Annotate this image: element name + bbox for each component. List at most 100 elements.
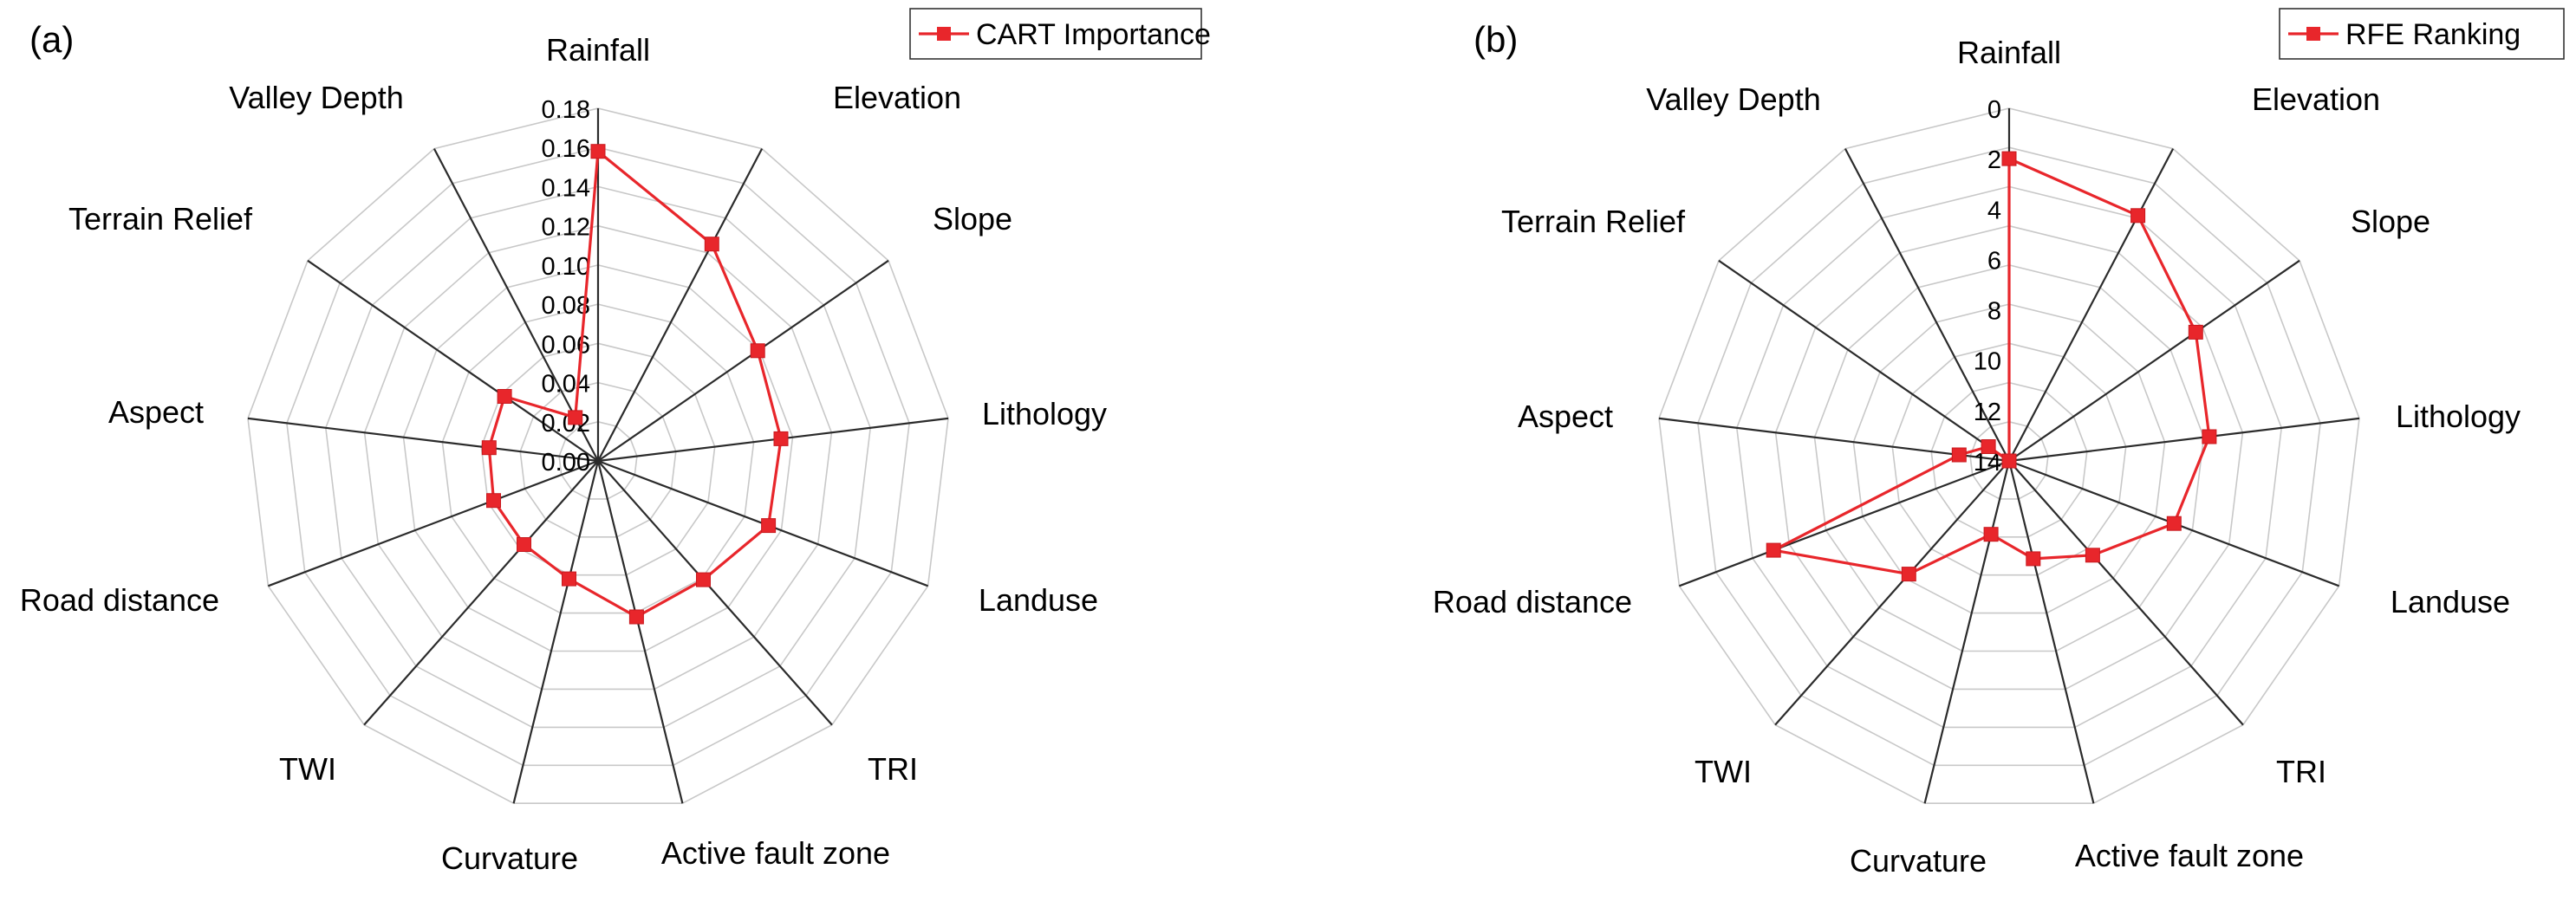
grid-ring (1852, 303, 2166, 614)
axis-label: TWI (279, 751, 336, 787)
axis-spoke (1718, 259, 2010, 462)
data-point (1901, 567, 1916, 582)
data-point (497, 389, 512, 404)
axis-spoke (2008, 259, 2300, 462)
grid-ring (1891, 342, 2127, 576)
axis-spoke (2008, 148, 2175, 462)
grid-ring (519, 381, 677, 538)
axis-spoke (2007, 460, 2095, 804)
axis-label: Rainfall (1957, 35, 2061, 70)
axis-label: Valley Depth (229, 80, 403, 115)
axis-label: Active fault zone (661, 835, 890, 871)
radial-tick-label: 0.16 (542, 135, 590, 163)
radial-tick-label: 0.10 (542, 253, 590, 281)
axis-spoke (1774, 460, 2010, 726)
axis-spoke (512, 460, 600, 804)
radial-tick-label: 10 (1974, 348, 2001, 376)
grid-ring (324, 185, 872, 729)
axis-spoke (1923, 460, 2011, 804)
data-point (2130, 208, 2146, 224)
radial-tick-label: 0 (1987, 96, 2001, 124)
axis-label: Landuse (2391, 584, 2510, 619)
axis-spoke (2008, 417, 2360, 463)
data-point (568, 410, 583, 425)
radial-tick-label: 0.04 (542, 371, 590, 399)
data-point (773, 431, 789, 446)
data-point (2085, 548, 2100, 563)
radial-tick-label: 0.00 (542, 449, 590, 477)
axis-label: Slope (2351, 204, 2430, 239)
panel-label: (b) (1473, 19, 1518, 60)
axis-label: Rainfall (546, 32, 650, 68)
grid-ring (1697, 146, 2321, 767)
radial-tick-label: 12 (1974, 399, 2001, 426)
axis-spoke (247, 417, 599, 463)
data-point (1766, 542, 1781, 558)
grid-ring (441, 303, 755, 614)
axis-label: Curvature (441, 840, 578, 876)
axis-label: TRI (2276, 754, 2326, 789)
axis-label: Landuse (979, 582, 1098, 618)
radial-tick-label: 0.18 (542, 96, 590, 124)
axis-label: Elevation (2252, 81, 2380, 117)
data-point (2001, 151, 2017, 166)
data-point (2188, 324, 2203, 340)
data-point (517, 537, 531, 552)
grid-ring (1930, 381, 2088, 538)
axis-spoke (1679, 459, 2010, 587)
grid-ring (402, 264, 794, 652)
axis-spoke (597, 417, 949, 463)
data-point (486, 493, 501, 509)
axis-label: Curvature (1850, 843, 1987, 879)
data-point (750, 343, 765, 359)
grid-ring (1969, 420, 2049, 500)
axis-label: Valley Depth (1646, 81, 1820, 117)
grid-ring (1735, 185, 2283, 729)
data-point (2202, 429, 2217, 444)
data-point (696, 572, 711, 587)
data-point (481, 440, 497, 456)
radial-tick-label: 4 (1987, 197, 2001, 224)
data-point (761, 518, 777, 534)
series-line (487, 150, 783, 619)
grid-ring (286, 146, 910, 767)
radial-tick-label: 0.12 (542, 214, 590, 242)
grid-ring (1658, 107, 2360, 805)
grid-ring (363, 224, 833, 691)
axis-spoke (2008, 460, 2244, 726)
legend-marker (2306, 27, 2320, 41)
data-point (590, 144, 606, 159)
axis-label: Aspect (108, 394, 204, 430)
data-point (2166, 516, 2182, 531)
axis-spoke (433, 148, 599, 462)
axis-spoke (363, 460, 599, 726)
panel-label: (a) (29, 19, 74, 60)
axis-label: Road distance (1433, 584, 1632, 619)
axis-label: Elevation (833, 80, 961, 115)
data-point (704, 237, 719, 252)
radial-tick-label: 0.14 (542, 174, 590, 202)
axis-label: Lithology (982, 396, 1107, 431)
data-point (562, 571, 576, 587)
legend-label: CART Importance (976, 18, 1211, 51)
axis-spoke (307, 259, 599, 462)
radar-panel-a: 0.000.020.040.060.080.100.120.140.160.18… (20, 8, 1211, 876)
radial-tick-label: 6 (1987, 247, 2001, 275)
data-point (1981, 439, 1996, 454)
axis-spoke (597, 460, 833, 726)
grid-ring (558, 420, 638, 500)
axis-label: Terrain Relief (68, 201, 253, 237)
data-point (2001, 453, 2017, 469)
axis-spoke (1658, 417, 2010, 463)
data-point (1983, 527, 1999, 542)
axis-label: Lithology (2396, 399, 2521, 434)
grid-ring (1813, 264, 2205, 652)
axis-spoke (1844, 148, 2010, 462)
axis-label: TWI (1695, 754, 1752, 789)
axis-spoke (268, 459, 599, 587)
axis-label: Road distance (20, 582, 219, 618)
axis-label: Aspect (1518, 399, 1613, 434)
grid-ring (247, 107, 949, 805)
